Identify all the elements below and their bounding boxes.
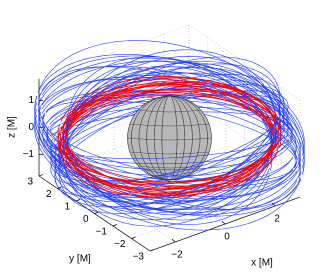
y-tick-label: 0 <box>83 214 89 225</box>
orbit <box>62 139 274 214</box>
orbit <box>42 113 294 187</box>
x-tick-label: 2 <box>274 214 280 225</box>
x-axis-label: x [M] <box>251 258 273 269</box>
x-tick <box>171 238 176 243</box>
sphere-grid <box>127 137 212 141</box>
y-tick-label: 3 <box>27 177 33 188</box>
z-tick-label: 1 <box>28 95 34 106</box>
y-tick-label: −1 <box>96 227 108 238</box>
box-edge <box>38 24 190 80</box>
orbit <box>58 115 278 214</box>
x-tick-label: −2 <box>171 250 183 261</box>
grid-line <box>188 73 301 149</box>
x-tick-label: 0 <box>224 232 230 243</box>
y-tick-label: 2 <box>46 189 52 200</box>
y-tick <box>94 211 99 214</box>
orbit <box>66 122 270 216</box>
sphere <box>127 95 212 181</box>
orbit <box>58 118 278 208</box>
sphere-grid <box>129 151 210 155</box>
z-tick-label: −1 <box>23 149 35 160</box>
x-tick <box>221 220 226 225</box>
sphere-grid <box>138 165 201 169</box>
sphere-grid <box>131 95 208 181</box>
orbit <box>54 120 282 208</box>
grid-line <box>94 159 245 214</box>
y-axis-label: y [M] <box>69 254 91 265</box>
orbit <box>37 40 305 175</box>
orbit <box>62 124 274 183</box>
orbit <box>41 76 301 165</box>
orbit <box>62 136 274 227</box>
orbit <box>42 113 294 182</box>
orbit <box>50 134 286 182</box>
orbit <box>34 96 302 231</box>
grid-line <box>38 46 190 101</box>
sphere-grid <box>138 109 201 113</box>
orbit <box>37 60 305 156</box>
orbit <box>66 130 270 205</box>
orbit <box>59 138 277 190</box>
orbit <box>57 131 279 183</box>
grid-line <box>188 100 301 176</box>
orbit <box>62 88 280 141</box>
z-tick-label: 0 <box>28 122 34 133</box>
y-tick-label: −3 <box>133 252 145 263</box>
y-tick <box>75 199 81 202</box>
y-tick <box>38 174 44 177</box>
orbit <box>34 114 302 211</box>
orbit <box>64 129 272 187</box>
y-tick-label: −2 <box>114 239 126 250</box>
y-tick-label: 1 <box>64 202 70 213</box>
orbit <box>59 127 277 194</box>
y-tick <box>149 249 155 252</box>
box-edge <box>188 24 301 101</box>
sphere-grid <box>129 123 210 127</box>
grid-line <box>131 184 282 239</box>
y-tick <box>112 224 118 227</box>
orbit <box>34 108 302 213</box>
chart: z [M] y [M] x [M] −1 0 1 −3 −2 −1 0 1 2 3 −2 0 2 <box>7 24 305 269</box>
orbit <box>61 63 281 153</box>
z-axis-label: z [M] <box>7 116 18 138</box>
y-tick <box>131 236 136 239</box>
orbit <box>62 122 274 190</box>
orbit <box>38 107 298 197</box>
